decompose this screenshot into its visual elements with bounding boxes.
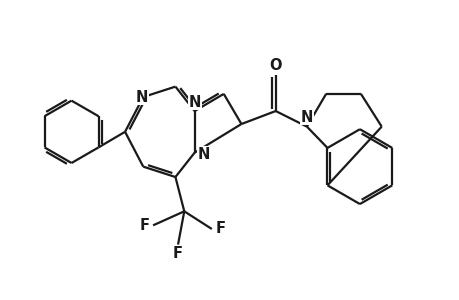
Text: N: N bbox=[136, 89, 148, 104]
Text: F: F bbox=[215, 221, 225, 236]
Text: N: N bbox=[188, 95, 201, 110]
Text: F: F bbox=[173, 246, 183, 261]
Text: N: N bbox=[197, 147, 210, 162]
Text: F: F bbox=[139, 218, 149, 233]
Text: N: N bbox=[300, 110, 313, 125]
Text: O: O bbox=[269, 58, 281, 73]
